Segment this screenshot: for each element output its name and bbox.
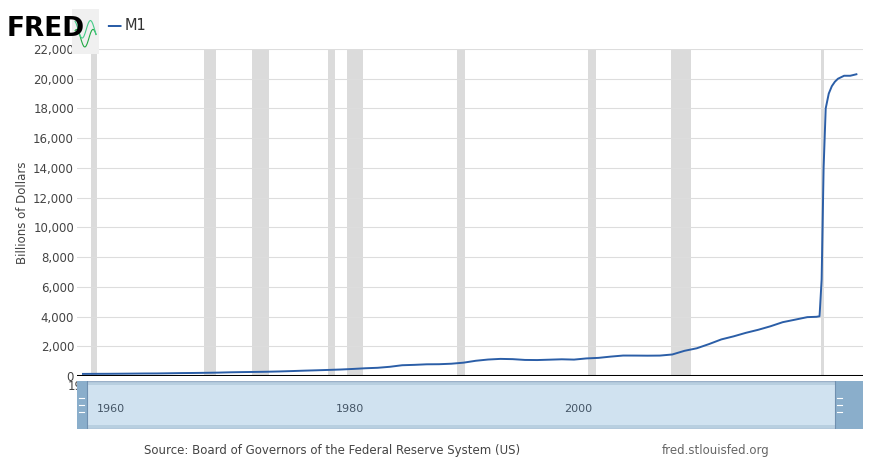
Y-axis label: Billions of Dollars: Billions of Dollars: [16, 161, 29, 264]
Text: fred.stlouisfed.org: fred.stlouisfed.org: [662, 444, 770, 457]
Bar: [203, 49, 216, 376]
Bar: [671, 49, 691, 376]
Text: Source: Board of Governors of the Federal Reserve System (US): Source: Board of Governors of the Federa…: [144, 444, 519, 457]
Bar: [91, 49, 97, 376]
Bar: [328, 49, 334, 376]
Bar: [457, 49, 464, 376]
Bar: [77, 381, 87, 429]
Bar: [835, 381, 863, 429]
Text: FRED: FRED: [7, 16, 85, 42]
Text: 2000: 2000: [564, 404, 592, 414]
Text: —: —: [107, 18, 122, 33]
Bar: [347, 49, 363, 376]
Text: 1960: 1960: [96, 404, 125, 414]
Text: M1: M1: [125, 18, 147, 33]
FancyBboxPatch shape: [72, 7, 100, 56]
Bar: [251, 49, 269, 376]
Bar: [821, 49, 823, 376]
Text: 1980: 1980: [336, 404, 364, 414]
Bar: [87, 385, 852, 425]
Bar: [588, 49, 596, 376]
